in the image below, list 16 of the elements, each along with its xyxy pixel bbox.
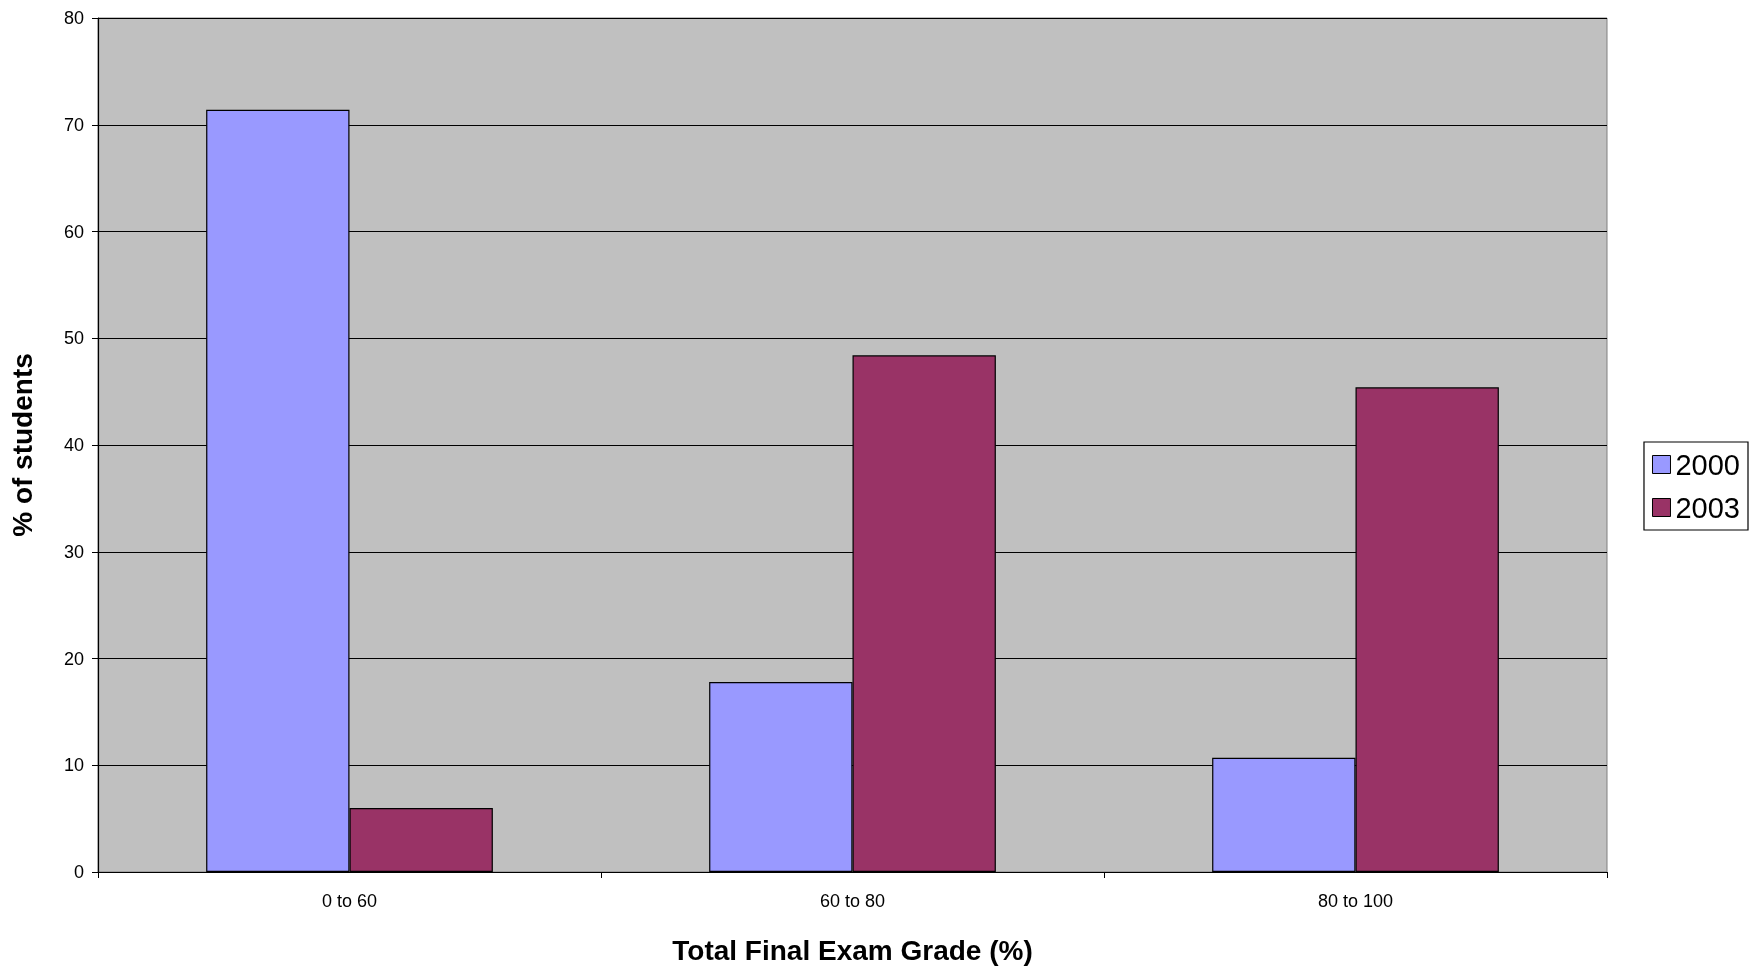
y-tick-label: 70: [63, 114, 84, 135]
x-tick-label: 0 to 60: [321, 891, 378, 911]
y-tick-label: 30: [63, 541, 84, 562]
y-tick-label: 10: [63, 755, 84, 776]
y-tick-label: 60: [63, 221, 84, 242]
y-axis-title: % of students: [6, 353, 38, 537]
x-tick-label: 60 to 80: [819, 891, 886, 911]
x-tick-label: 80 to 100: [1317, 891, 1394, 911]
y-tick-label: 50: [63, 328, 84, 349]
legend-label: 2000: [1675, 448, 1740, 481]
y-tick-label: 20: [63, 648, 84, 669]
y-tick-label: 0: [73, 862, 84, 882]
x-axis-title: Total Final Exam Grade (%): [672, 934, 1033, 966]
y-tick-label: 80: [63, 8, 84, 28]
y-tick-label: 40: [63, 435, 84, 455]
legend-label: 2003: [1675, 491, 1740, 524]
